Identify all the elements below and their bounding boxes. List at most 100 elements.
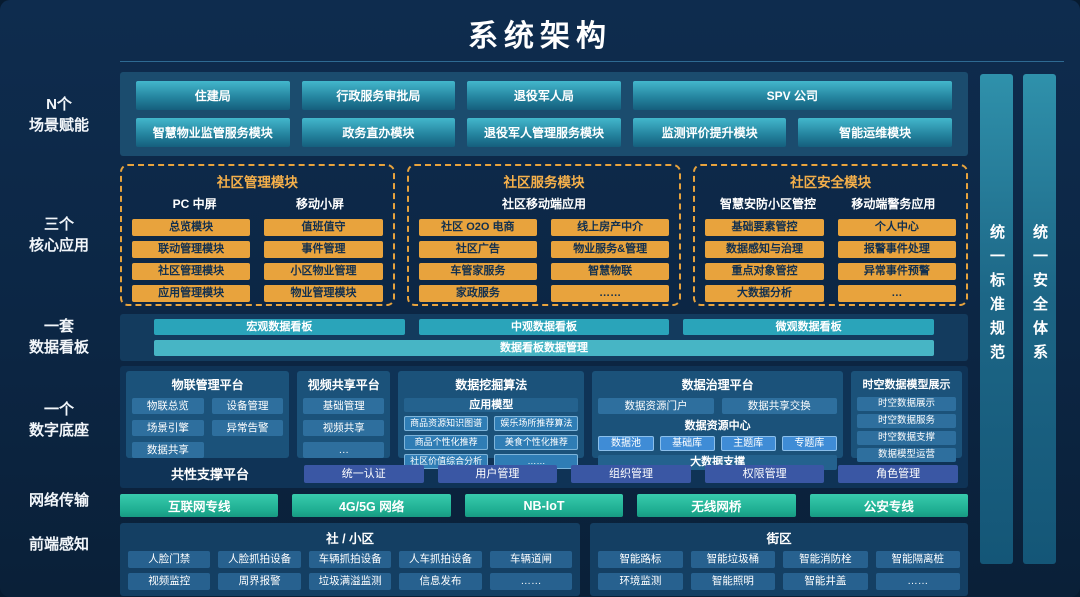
network-block: 无线网桥 bbox=[637, 494, 796, 517]
core-module: 社区广告 bbox=[418, 241, 537, 258]
spatiotemporal-module: 时空数据服务 bbox=[856, 414, 956, 428]
core-box-community-security: 社区安全模块 智慧安防小区管控 移动端警务应用 基础要素管控 数据感知与治理 重… bbox=[693, 164, 969, 306]
core-module: …… bbox=[551, 285, 670, 302]
panel-community-devices: 社 / 小区 人脸门禁 人脸抓拍设备 车辆抓拍设备 人车抓拍设备 车辆道闸 视频… bbox=[120, 523, 581, 596]
device-block: 人车抓拍设备 bbox=[399, 551, 482, 568]
spatiotemporal-module: 时空数据展示 bbox=[856, 397, 956, 411]
tier-label-digital-base: 一个 数字底座 bbox=[0, 399, 118, 441]
section-network: 互联网专线 4G/5G 网络 NB-IoT 无线网桥 公安专线 bbox=[120, 494, 969, 517]
scenario-row-1: 住建局 行政服务审批局 退役军人局 SPV 公司 bbox=[136, 81, 953, 110]
tier-label-line: N个 bbox=[46, 96, 72, 113]
panel-title: 社 / 小区 bbox=[326, 532, 375, 546]
core-module: 社区管理模块 bbox=[132, 263, 251, 280]
data-store: 专题库 bbox=[781, 436, 837, 451]
device-block: 垃圾满溢监测 bbox=[308, 573, 392, 590]
core-box-title: 社区管理模块 bbox=[216, 175, 298, 190]
panel-street-devices: 街区 智能路标 智能垃圾桶 智能消防栓 智能隔离桩 环境监测 智能照明 智能井盖… bbox=[590, 523, 968, 596]
video-module: … bbox=[303, 442, 385, 458]
core-subtitle: 社区移动端应用 bbox=[502, 197, 587, 211]
core-box-community-management: 社区管理模块 PC 中屏 移动小屏 总览模块 联动管理模块 社区管理模块 应用管… bbox=[120, 164, 395, 306]
core-module: 智慧物联 bbox=[551, 263, 670, 280]
core-module: 车管家服务 bbox=[418, 263, 537, 280]
common-support-module: 统一认证 bbox=[304, 464, 424, 483]
scenario-block: 监测评价提升模块 bbox=[632, 118, 787, 147]
dashboard-manage-bar: 数据看板数据管理 bbox=[154, 340, 934, 356]
iot-module: 设备管理 bbox=[211, 398, 284, 414]
core-module: 总览模块 bbox=[132, 219, 251, 236]
core-box-headers: 社区移动端应用 bbox=[419, 195, 670, 212]
scenario-block: 智慧物业监管服务模块 bbox=[136, 118, 290, 147]
pillar-standards: 统一标准规范 bbox=[980, 74, 1013, 564]
core-module: 值班值守 bbox=[264, 219, 383, 236]
device-block: 人脸抓拍设备 bbox=[218, 551, 301, 568]
panel-title: 数据挖掘算法 bbox=[455, 378, 528, 392]
scenario-block: SPV 公司 bbox=[632, 81, 953, 110]
video-module: 视频共享 bbox=[303, 420, 385, 436]
pillar-security-label: 统一安全体系 bbox=[1031, 224, 1048, 368]
dashboard-bar: 中观数据看板 bbox=[418, 319, 670, 335]
pillar-security: 统一安全体系 bbox=[1023, 74, 1056, 564]
core-module: 物业服务&管理 bbox=[551, 241, 670, 258]
governance-module: 数据资源门户 bbox=[598, 398, 714, 414]
device-block: 智能消防栓 bbox=[783, 551, 868, 568]
tier-label-line: 前端感知 bbox=[28, 536, 89, 553]
data-store: 主题库 bbox=[720, 436, 776, 451]
core-module: 家政服务 bbox=[418, 285, 537, 302]
data-resource-center-label: 数据资源中心 bbox=[684, 420, 751, 432]
network-block: NB-IoT bbox=[464, 494, 624, 517]
spatiotemporal-module: 数据模型运营 bbox=[856, 448, 956, 462]
common-support-module: 权限管理 bbox=[704, 464, 825, 483]
page-title: 系统架构 bbox=[468, 20, 612, 53]
section-digital-base: 物联管理平台 物联总览 设备管理 场景引擎 异常告警 数据共享 视频共享平台 基… bbox=[120, 366, 968, 488]
section-scenario: 住建局 行政服务审批局 退役军人局 SPV 公司 智慧物业监管服务模块 政务直办… bbox=[120, 72, 968, 156]
spatiotemporal-module: 时空数据支撑 bbox=[856, 431, 956, 445]
core-column-header: 智慧安防小区管控 bbox=[720, 197, 817, 211]
tier-label-frontend: 前端感知 bbox=[0, 534, 118, 555]
governance-module: 数据共享交换 bbox=[721, 398, 837, 414]
scenario-row-2: 智慧物业监管服务模块 政务直办模块 退役军人管理服务模块 监测评价提升模块 智能… bbox=[136, 118, 952, 147]
diagram-content: 住建局 行政服务审批局 退役军人局 SPV 公司 智慧物业监管服务模块 政务直办… bbox=[120, 72, 969, 596]
tier-label-network: 网络传输 bbox=[0, 490, 118, 511]
core-box-grid: 总览模块 联动管理模块 社区管理模块 应用管理模块 值班值守 事件管理 小区物业… bbox=[132, 214, 383, 302]
common-support-module: 用户管理 bbox=[437, 464, 558, 483]
common-support-label: 共性支撑平台 bbox=[170, 467, 249, 482]
core-module: 物业管理模块 bbox=[264, 285, 383, 302]
core-module: 个人中心 bbox=[837, 219, 957, 236]
iot-module: 异常告警 bbox=[211, 420, 284, 436]
panel-title: 物联管理平台 bbox=[171, 378, 244, 392]
section-frontend-sensing: 社 / 小区 人脸门禁 人脸抓拍设备 车辆抓拍设备 人车抓拍设备 车辆道闸 视频… bbox=[120, 523, 968, 596]
device-block: …… bbox=[489, 573, 573, 590]
tier-label-core-apps: 三个 核心应用 bbox=[0, 214, 118, 256]
core-box-community-service: 社区服务模块 社区移动端应用 社区 O2O 电商 社区广告 车管家服务 家政服务… bbox=[406, 164, 682, 306]
panel-title: 街区 bbox=[766, 532, 792, 546]
panel-data-governance: 数据治理平台 数据资源门户 数据共享交换 数据资源中心 数据池 基础库 主题库 … bbox=[592, 371, 843, 470]
dashboard-bar: 宏观数据看板 bbox=[154, 319, 405, 335]
tier-label-line: 网络传输 bbox=[28, 492, 89, 509]
scenario-block: 行政服务审批局 bbox=[301, 81, 456, 110]
core-module: 事件管理 bbox=[264, 241, 383, 258]
core-module: 联动管理模块 bbox=[132, 241, 251, 258]
scenario-block: 住建局 bbox=[136, 81, 290, 110]
device-block: 信息发布 bbox=[399, 573, 482, 590]
panel-data-mining: 数据挖掘算法 应用模型 商品资源知识图谱 娱乐场所推荐算法 商品个性化推荐 美食… bbox=[398, 371, 585, 469]
common-support-module: 角色管理 bbox=[838, 464, 958, 483]
data-store: 基础库 bbox=[659, 436, 715, 451]
tier-label-line: 核心应用 bbox=[28, 237, 89, 254]
title-divider bbox=[120, 61, 1064, 62]
mining-grid: 商品资源知识图谱 娱乐场所推荐算法 商品个性化推荐 美食个性化推荐 社区价值综合… bbox=[404, 416, 579, 469]
network-block: 4G/5G 网络 bbox=[292, 494, 451, 517]
common-support-row: 共性支撑平台 统一认证 用户管理 组织管理 权限管理 角色管理 bbox=[126, 464, 962, 483]
mining-module: 商品资源知识图谱 bbox=[404, 416, 489, 431]
panel-title: 时空数据模型展示 bbox=[862, 379, 951, 391]
device-block: 智能井盖 bbox=[783, 573, 868, 590]
mining-module: 美食个性化推荐 bbox=[494, 435, 579, 450]
device-block: 智能垃圾桶 bbox=[690, 551, 776, 568]
tier-label-line: 数字底座 bbox=[28, 422, 89, 439]
community-device-grid: 人脸门禁 人脸抓拍设备 车辆抓拍设备 人车抓拍设备 车辆道闸 视频监控 周界报警… bbox=[128, 551, 573, 590]
governance-top-row: 数据资源门户 数据共享交换 bbox=[598, 398, 837, 414]
core-module: 基础要素管控 bbox=[705, 219, 824, 236]
core-box-headers: 智慧安防小区管控 移动端警务应用 bbox=[705, 195, 956, 212]
mining-module: 商品个性化推荐 bbox=[404, 435, 489, 450]
core-module: 线上房产中介 bbox=[551, 219, 670, 236]
